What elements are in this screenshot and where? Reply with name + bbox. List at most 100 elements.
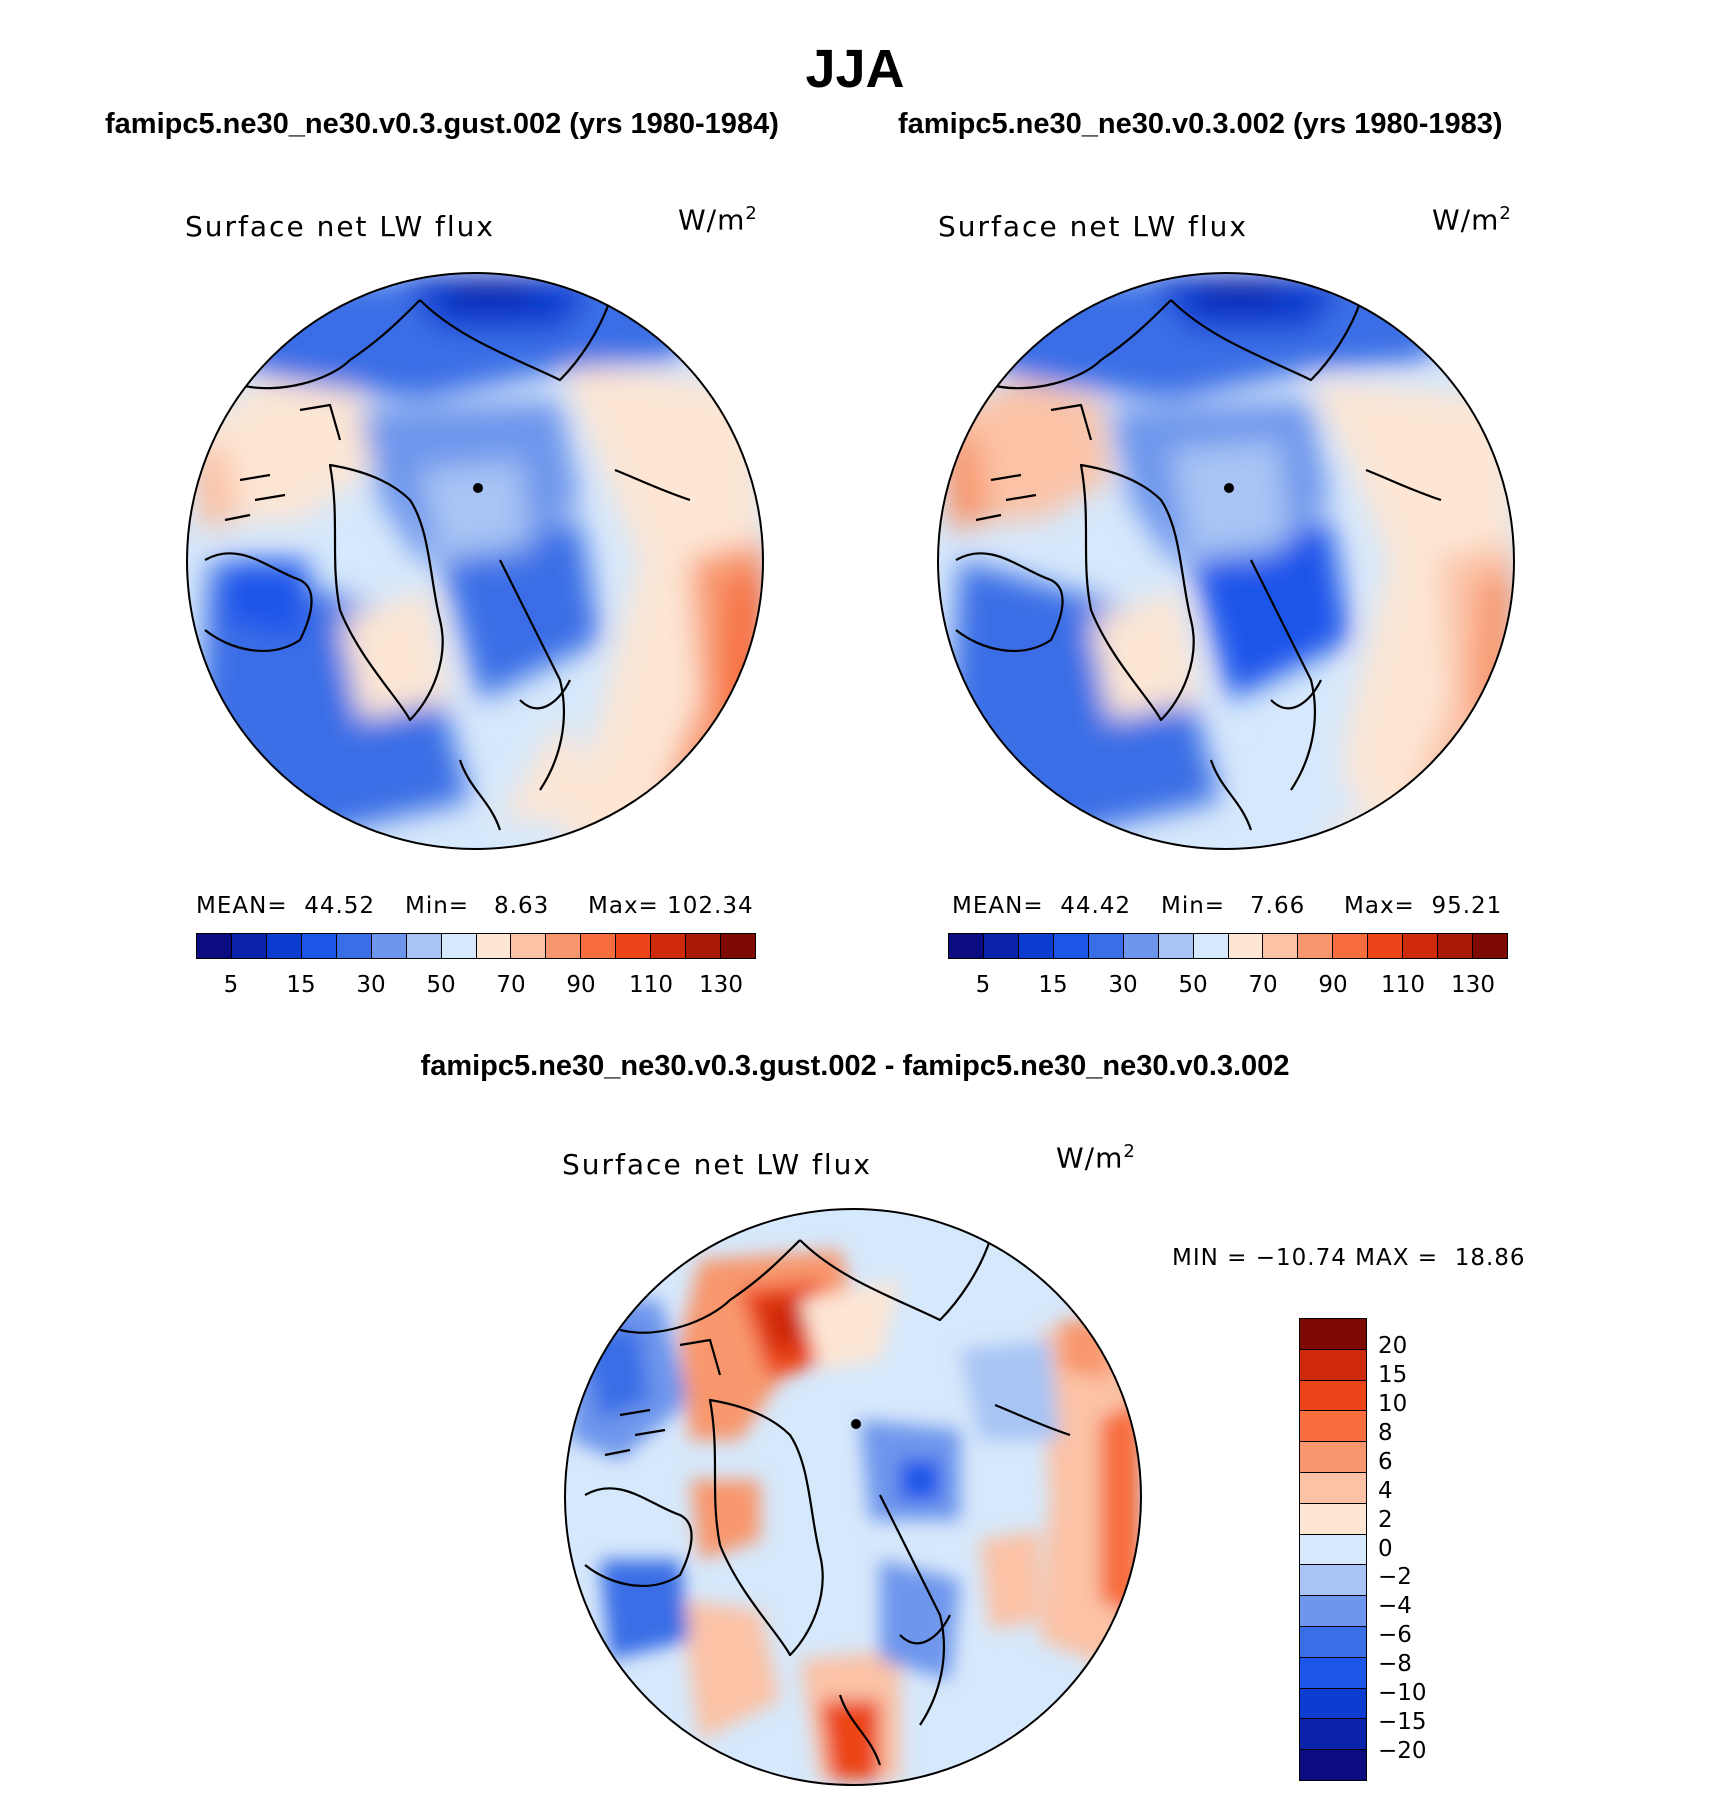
diff-colorbar-tick-label: 10 [1378,1390,1408,1417]
panel-2-colorbar-swatch [1228,934,1264,958]
diff-colorbar-swatch [1300,1349,1366,1381]
panel-2-colorbar [948,933,1508,959]
diff-colorbar-tick-label: 15 [1378,1361,1408,1388]
diff-colorbar-tick-label: −10 [1378,1680,1427,1707]
panel-1-colorbar-swatch [406,934,442,958]
diff-colorbar-tick-label: 2 [1378,1506,1393,1533]
panel-1-colorbar-tick-label: 5 [223,972,239,998]
panel-1-min: Min= 8.63 [405,893,550,919]
panel-1-colorbar-swatch [721,934,755,958]
diff-colorbar-tick-label: −6 [1378,1622,1412,1649]
diff-colorbar-tick-label: −4 [1378,1593,1412,1620]
panel-2-colorbar-tick-label: 130 [1451,972,1495,998]
panel-2-colorbar-tick-label: 70 [1248,972,1278,998]
panel-2-polar-map [938,273,1514,849]
panel-1-max: Max= 102.34 [588,893,754,919]
panel-1-colorbar-swatch [651,934,687,958]
diff-minmax: MIN = −10.74 MAX = 18.86 [1172,1245,1526,1271]
diff-colorbar-tick-label: −15 [1378,1709,1427,1736]
panel-1-colorbar-swatch [546,934,582,958]
panel-1-colorbar-swatch [231,934,267,958]
panel-2-colorbar-swatch [1088,934,1124,958]
panel-1-colorbar-swatch [686,934,722,958]
panel-2-colorbar-ticks: 5 15 30 50 70 90 110 130 [948,972,1508,1002]
diff-colorbar-tick-label: 0 [1378,1535,1393,1562]
panel-2-units: W/m2 [1432,203,1512,237]
panel-1-colorbar-swatch [266,934,302,958]
panel-1-colorbar-swatch [511,934,547,958]
panel-2-colorbar-swatch [1158,934,1194,958]
panel-1-colorbar-swatch [616,934,652,958]
panel-1-colorbar-swatch [581,934,617,958]
diff-colorbar-swatch [1300,1626,1366,1658]
diff-colorbar-tick-label: −8 [1378,1651,1412,1678]
diff-colorbar-swatch [1300,1719,1366,1751]
diff-polar-map [565,1209,1141,1785]
diff-colorbar-swatch [1300,1442,1366,1473]
panel-2-colorbar-swatch [1263,934,1299,958]
panel-2-colorbar-swatch [1298,934,1334,958]
diff-colorbar-tick-label: 20 [1378,1332,1408,1359]
panel-1-units: W/m2 [678,203,758,237]
diff-colorbar-tick-label: 4 [1378,1477,1393,1504]
panel-1-colorbar-swatch [441,934,477,958]
diff-colorbar-swatch [1300,1380,1366,1412]
panel-1-colorbar-swatch [476,934,512,958]
diff-colorbar-swatch [1300,1472,1366,1504]
diff-colorbar-swatch [1300,1534,1366,1566]
panel-2-colorbar-tick-label: 110 [1381,972,1425,998]
panel-2-colorbar-swatch [1053,934,1089,958]
panel-2-case-title: famipc5.ne30_ne30.v0.3.002 (yrs 1980-198… [898,108,1503,140]
panel-2-colorbar-swatch [1473,934,1507,958]
panel-2-colorbar-swatch [1123,934,1159,958]
diff-colorbar-swatch [1300,1319,1366,1350]
diff-colorbar [1299,1318,1367,1781]
panel-1-colorbar [196,933,756,959]
panel-2-colorbar-swatch [949,934,984,958]
diff-title: famipc5.ne30_ne30.v0.3.gust.002 - famipc… [420,1050,1290,1082]
panel-2-colorbar-tick-label: 50 [1178,972,1208,998]
panel-1-colorbar-swatch [371,934,407,958]
panel-2-mean: MEAN= 44.42 [952,893,1132,919]
panel-1-colorbar-tick-label: 90 [566,972,596,998]
panel-1-colorbar-tick-label: 50 [426,972,456,998]
panel-2-colorbar-tick-label: 90 [1318,972,1348,998]
panel-1-mean: MEAN= 44.52 [196,893,376,919]
diff-colorbar-swatch [1300,1411,1366,1443]
panel-1-colorbar-tick-label: 70 [496,972,526,998]
panel-2-colorbar-swatch [1403,934,1439,958]
panel-2-min: Min= 7.66 [1161,893,1306,919]
panel-2-variable-title: Surface net LW flux [938,210,1248,243]
diff-colorbar-swatch [1300,1565,1366,1597]
panel-2-colorbar-tick-label: 30 [1108,972,1138,998]
panel-1-colorbar-swatch [301,934,337,958]
diff-variable-title: Surface net LW flux [562,1148,872,1181]
panel-1-colorbar-tick-label: 15 [286,972,316,998]
panel-1-colorbar-ticks: 5 15 30 50 70 90 110 130 [196,972,756,1002]
panel-2-colorbar-swatch [1333,934,1369,958]
diff-units: W/m2 [1056,1141,1136,1175]
panel-1-colorbar-tick-label: 30 [356,972,386,998]
panel-2-colorbar-tick-label: 5 [975,972,991,998]
panel-1-colorbar-tick-label: 110 [629,972,673,998]
diff-colorbar-swatch [1300,1657,1366,1689]
diff-colorbar-tick-label: −2 [1378,1564,1412,1591]
diff-colorbar-tick-label: −20 [1378,1738,1427,1765]
panel-1-colorbar-swatch [336,934,372,958]
panel-2-colorbar-tick-label: 15 [1038,972,1068,998]
panel-2-colorbar-swatch [1018,934,1054,958]
panel-2-colorbar-swatch [1438,934,1474,958]
panel-1-colorbar-tick-label: 130 [699,972,743,998]
diff-colorbar-swatch [1300,1750,1366,1780]
panel-1-polar-map [187,273,763,849]
diff-colorbar-tick-label: 8 [1378,1419,1393,1446]
diff-colorbar-swatch [1300,1503,1366,1535]
diff-colorbar-ticks: 20 15 10 8 6 4 2 0 −2 −4 −6 −8 −10 −15 −20 [1378,1318,1458,1781]
panel-2-colorbar-swatch [983,934,1019,958]
panel-1-colorbar-swatch [197,934,232,958]
panel-1-variable-title: Surface net LW flux [185,210,495,243]
figure-title: JJA [805,39,905,99]
diff-colorbar-swatch [1300,1688,1366,1720]
diff-colorbar-tick-label: 6 [1378,1448,1393,1475]
